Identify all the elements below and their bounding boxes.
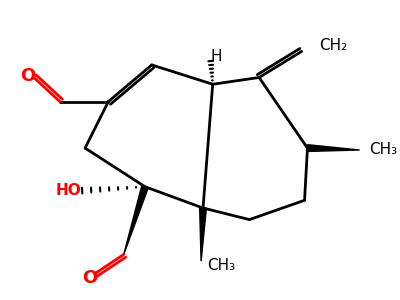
Text: CH₃: CH₃: [369, 142, 398, 158]
Polygon shape: [124, 186, 148, 254]
Text: H: H: [211, 49, 222, 64]
Polygon shape: [200, 208, 206, 261]
Polygon shape: [307, 145, 360, 152]
Text: O: O: [82, 268, 98, 286]
Text: CH₂: CH₂: [319, 38, 347, 53]
Text: O: O: [20, 67, 36, 85]
Text: HO: HO: [56, 183, 82, 198]
Text: CH₃: CH₃: [207, 258, 235, 273]
